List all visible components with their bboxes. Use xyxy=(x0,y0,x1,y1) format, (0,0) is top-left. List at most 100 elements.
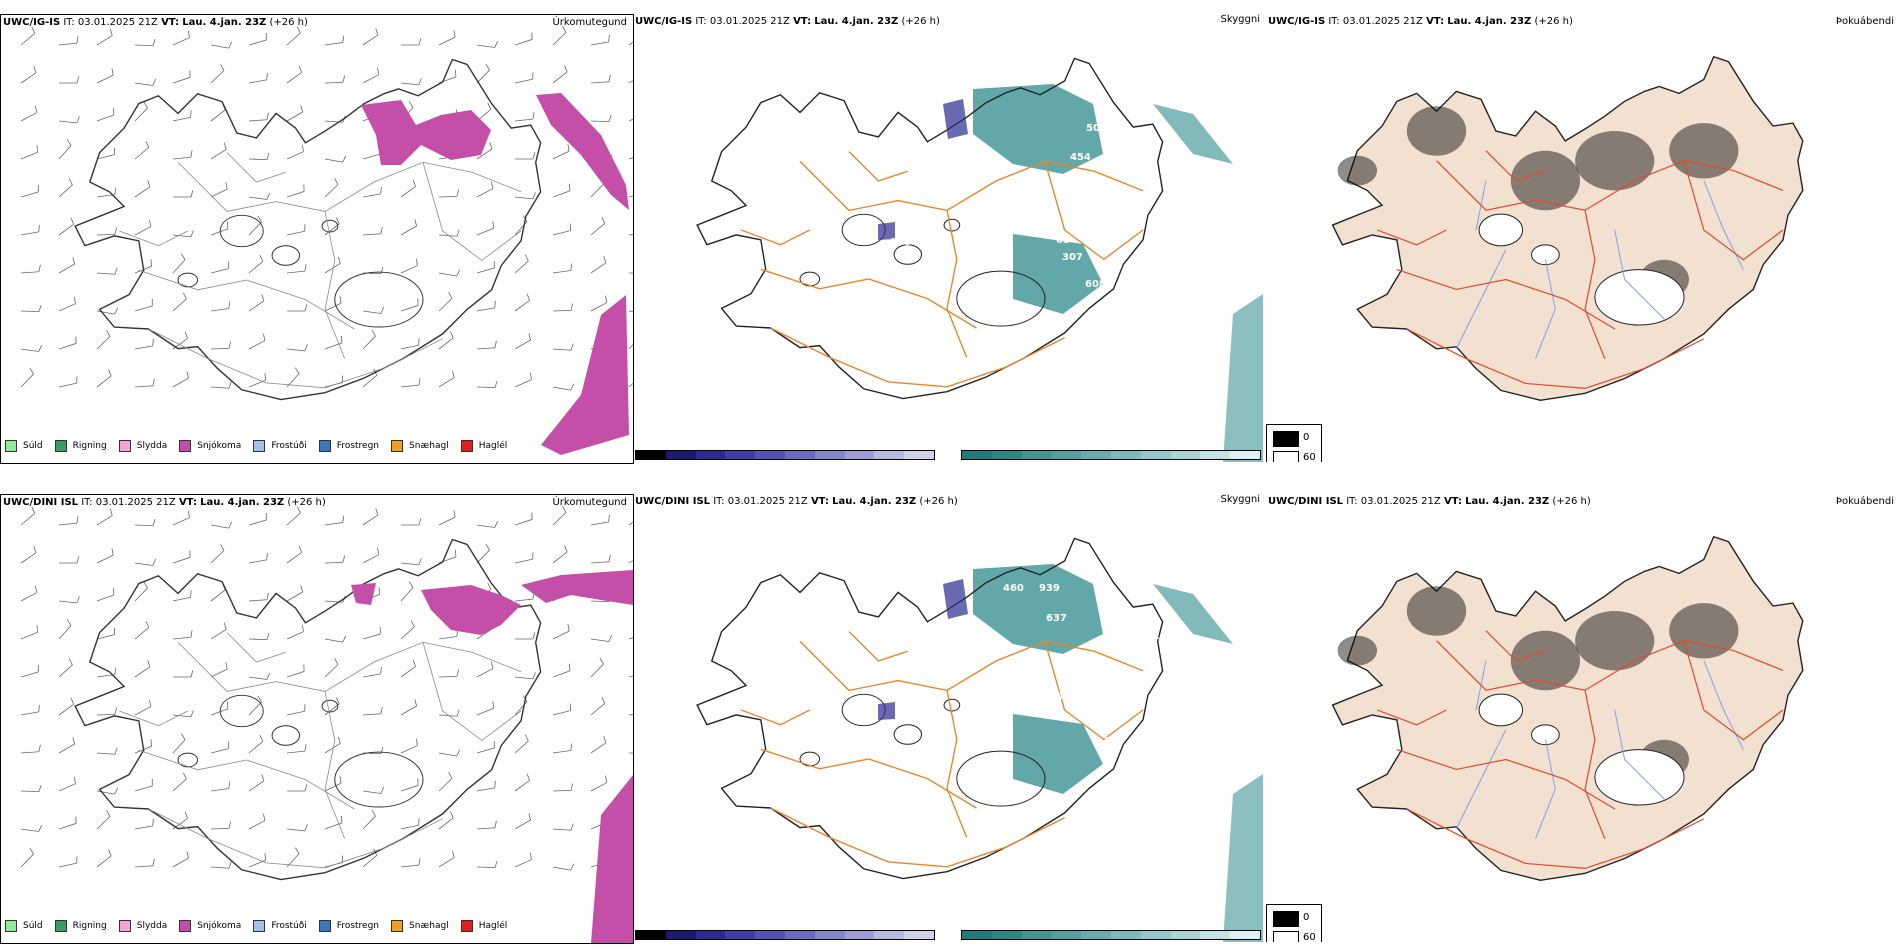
colorbar-tick: 9 xyxy=(1218,460,1225,462)
colorbar-segment xyxy=(874,931,905,939)
colorbar-segment xyxy=(755,451,785,459)
colorbar-tick: 400 xyxy=(753,940,774,942)
panel-name: Úrkomutegund xyxy=(552,17,627,28)
colorbar-segment xyxy=(844,451,875,459)
legend-label: Frostregn xyxy=(336,921,380,931)
panel-title: UWC/DINI ISL IT: 03.01.2025 21Z VT: Lau.… xyxy=(1268,496,1591,507)
colorbar-ticks: 1 2 3 4 5 6 7 8 9 10 xyxy=(961,940,1261,942)
colorbar-segment xyxy=(904,931,934,939)
colorbar-tick: 10 xyxy=(1244,940,1258,942)
precip-legend: Súld Rigning Slydda Snjókoma Frostúði Frostre… xyxy=(5,917,519,935)
panel-precip-type-dini: UWC/DINI ISL IT: 03.01.2025 21Z VT: Lau.… xyxy=(0,494,634,944)
colorbar-segment xyxy=(725,451,756,459)
legend-item: Haglél xyxy=(460,440,507,452)
panel-title: UWC/IG-IS IT: 03.01.2025 21Z VT: Lau. 4.… xyxy=(3,17,308,28)
colorbar-segment xyxy=(844,931,875,939)
glacier-white-areas xyxy=(1478,693,1685,806)
colorbar-segment xyxy=(1051,451,1082,459)
precip-map xyxy=(20,506,633,943)
fog-legend-label: 60 xyxy=(1303,452,1316,462)
legend-swatch xyxy=(318,440,331,452)
precip-map xyxy=(20,26,633,455)
fog-legend-swatch xyxy=(1273,911,1299,927)
colorbar-segment xyxy=(695,931,726,939)
colorbar-segment xyxy=(636,451,666,459)
panel-title: UWC/IG-IS IT: 03.01.2025 21Z VT: Lau. 4.… xyxy=(635,16,940,27)
colorbar-segment xyxy=(1200,931,1231,939)
colorbar-tick: 800 xyxy=(861,940,882,942)
legend-swatch xyxy=(318,920,331,932)
colorbar-tick: 8 xyxy=(1188,940,1195,942)
colorbar-segment xyxy=(1140,931,1171,939)
colorbar-segment xyxy=(962,451,992,459)
colorbar-tick: 5 xyxy=(1098,940,1105,942)
colorbar-tick: 0 xyxy=(652,940,659,942)
legend-label: Frostregn xyxy=(336,441,380,451)
legend-label: Snjókoma xyxy=(197,441,242,451)
colorbar-tick: 2 xyxy=(1008,460,1015,462)
panel-title: UWC/DINI ISL IT: 03.01.2025 21Z VT: Lau.… xyxy=(3,497,326,508)
colorbar-tick: 0 xyxy=(652,460,659,462)
colorbar-segment xyxy=(695,451,726,459)
wind-barbs xyxy=(20,506,633,871)
fog-legend-label: 60 xyxy=(1303,932,1316,942)
colorbar-segment xyxy=(1081,931,1111,939)
colorbar-segment xyxy=(962,931,992,939)
legend-item: Frostregn xyxy=(318,440,380,452)
snow-areas xyxy=(361,93,629,455)
colorbar-segment xyxy=(814,931,845,939)
colorbar-unit: km xyxy=(959,460,976,462)
colorbar-segment xyxy=(1230,451,1260,459)
fog-map xyxy=(1331,55,1804,401)
panel-name: Þokuábendi xyxy=(1835,16,1894,27)
legend-swatch xyxy=(118,440,131,452)
legend-item: Snæhagl xyxy=(391,920,449,932)
visibility-label: 168 xyxy=(890,237,911,248)
fog-legend: 0 60 xyxy=(1266,904,1322,942)
colorbar-unit: m xyxy=(633,460,644,462)
panel-precip-type-igis: UWC/IG-IS IT: 03.01.2025 21Z VT: Lau. 4.… xyxy=(0,14,634,464)
colorbar-segment xyxy=(1021,451,1052,459)
colorbar-segment xyxy=(1140,451,1171,459)
colorbar-segment xyxy=(904,451,934,459)
visibility-label: 939 xyxy=(1039,583,1060,594)
legend-label: Snjókoma xyxy=(197,921,242,931)
legend-item: Slydda xyxy=(118,920,168,932)
fog-legend-swatch xyxy=(1273,451,1299,462)
fog-legend-label: 0 xyxy=(1303,912,1310,923)
iceland-outline xyxy=(696,537,1164,880)
colorbar-segment xyxy=(636,931,666,939)
colorbar-strip xyxy=(961,450,1261,460)
panel-name: Úrkomutegund xyxy=(552,497,627,508)
legend-label: Snæhagl xyxy=(409,921,449,931)
visibility-label: 382 xyxy=(1139,631,1160,642)
legend-label: Slydda xyxy=(136,921,168,931)
colorbar-tick: 800 xyxy=(861,460,882,462)
legend-swatch xyxy=(5,920,17,932)
iceland-outline xyxy=(74,538,542,881)
panel-visibility-igis: UWC/IG-IS IT: 03.01.2025 21Z VT: Lau. 4.… xyxy=(633,14,1265,462)
legend-label: Snæhagl xyxy=(409,441,449,451)
colorbar-ticks: 0 200 400 600 800 1000 xyxy=(635,460,940,462)
colorbar-strip xyxy=(635,450,935,460)
visibility-label: 454 xyxy=(1070,152,1091,163)
legend-swatch xyxy=(460,440,473,452)
snow-areas xyxy=(351,570,633,943)
colorbar-segment xyxy=(874,451,905,459)
legend-item: Snæhagl xyxy=(391,440,449,452)
legend-label: Súld xyxy=(23,921,43,931)
colorbar-segment xyxy=(665,931,696,939)
colorbar-unit: m xyxy=(633,940,644,942)
colorbar-segment xyxy=(1170,451,1201,459)
colorbar-tick: 10 xyxy=(1244,460,1258,462)
colorbar-unit: km xyxy=(959,940,976,942)
visibility-label: 608 xyxy=(1085,279,1106,290)
legend-item: Frostregn xyxy=(318,920,380,932)
visibility-colorbar: km1 2 3 4 5 6 7 8 9 10 xyxy=(959,450,1261,462)
colorbar-ticks: 1 2 3 4 5 6 7 8 9 10 xyxy=(961,460,1261,462)
legend-swatch xyxy=(54,440,67,452)
panel-title: UWC/IG-IS IT: 03.01.2025 21Z VT: Lau. 4.… xyxy=(1268,16,1573,27)
fog-map xyxy=(1331,535,1804,881)
colorbar-segment xyxy=(665,451,696,459)
colorbar-tick: 1000 xyxy=(911,460,939,462)
